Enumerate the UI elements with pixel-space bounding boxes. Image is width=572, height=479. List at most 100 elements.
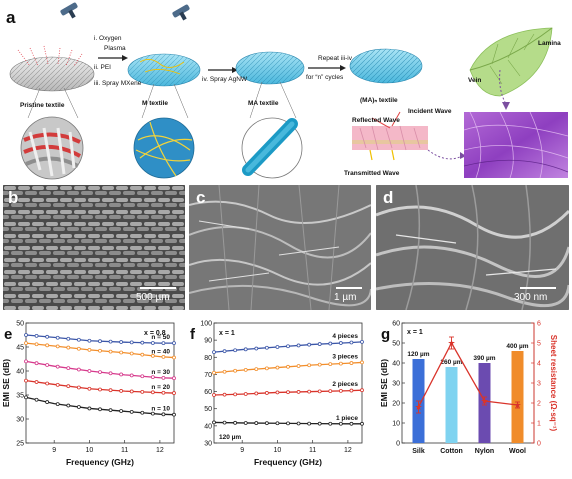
data-point <box>233 392 238 397</box>
data-point <box>222 392 227 397</box>
pristine-fabric <box>9 45 95 92</box>
x-tick-label: 11 <box>121 447 128 454</box>
cycles-label: for “n” cycles <box>306 74 344 81</box>
data-point <box>222 420 227 425</box>
data-point <box>76 346 81 351</box>
y-tick-label: 45 <box>16 345 24 352</box>
bar-cotton <box>445 367 458 443</box>
sheet-resistance-marker: ★ <box>513 400 521 410</box>
panel-letter-f: f <box>190 326 196 343</box>
data-point <box>172 355 176 360</box>
category-label: Silk <box>412 448 425 455</box>
spray-gun-icon <box>60 2 78 19</box>
repeat-label: Repeat iii-iv <box>318 55 352 62</box>
data-point <box>264 345 269 350</box>
data-point <box>119 389 124 393</box>
step2-label: ii. PEI <box>94 64 111 71</box>
data-point <box>108 371 113 376</box>
data-point <box>254 391 259 396</box>
series-label: n = 10 <box>151 406 170 413</box>
data-point <box>286 344 290 349</box>
chart-g: g 0 10 20 30 40 50 60 0 1 2 3 4 5 6 EMI SE (dB) Sheet re… <box>379 321 558 456</box>
data-point <box>66 384 71 389</box>
y-tick-label: 0 <box>396 441 400 448</box>
x-axis-label: Frequency (GHz) <box>254 457 322 467</box>
ma-fabric <box>235 51 305 85</box>
y2-axis-label: Sheet resistance (Ω·sq⁻¹) <box>549 335 558 432</box>
data-point <box>34 361 39 366</box>
data-point <box>24 359 28 364</box>
data-point <box>243 421 248 425</box>
sheet-resistance-marker: ★ <box>447 338 455 348</box>
data-point <box>222 349 227 354</box>
data-point <box>296 364 301 368</box>
data-point <box>254 367 259 372</box>
data-point <box>34 333 39 338</box>
x-tick-label: 9 <box>240 447 244 454</box>
annotation-label: x = 0.8 <box>144 330 166 337</box>
data-point <box>55 402 60 407</box>
data-point <box>328 389 333 394</box>
data-point <box>317 362 322 367</box>
bar-wool <box>511 351 524 443</box>
series-label: n = 30 <box>151 369 170 376</box>
data-point <box>87 338 92 343</box>
data-point <box>264 366 269 371</box>
data-point <box>212 393 216 397</box>
panel-letter-e: e <box>4 326 12 343</box>
sem-image-d <box>376 185 569 310</box>
data-point <box>233 420 238 425</box>
y2-tick-label: 5 <box>537 341 541 348</box>
data-point <box>129 340 134 345</box>
data-point <box>45 343 50 348</box>
data-point <box>76 367 81 372</box>
sheet-resistance-marker: ★ <box>480 396 488 406</box>
x-tick-label: 10 <box>274 447 282 454</box>
x-tick-label: 12 <box>344 447 352 454</box>
data-point <box>328 421 333 426</box>
sem-image-c <box>189 185 371 310</box>
y-tick-label: 90 <box>204 338 212 345</box>
data-point <box>360 388 364 393</box>
data-point <box>98 348 102 353</box>
x-tick-label: 10 <box>86 447 94 454</box>
stage-label-man: (MA)ₙ textile <box>360 97 398 104</box>
data-point <box>307 342 312 347</box>
y-axis-label: EMI SE (dB) <box>379 359 389 407</box>
data-point <box>108 408 113 413</box>
data-point <box>338 361 343 366</box>
shielding-illustration <box>352 111 466 161</box>
y-tick-label: 40 <box>204 423 212 430</box>
data-point <box>360 360 364 365</box>
vein-label: Vein <box>468 77 482 84</box>
data-point <box>243 367 248 372</box>
x-axis-label: Frequency (GHz) <box>66 457 134 467</box>
data-point <box>108 388 113 393</box>
scale-bar-b <box>140 287 176 289</box>
data-point <box>66 345 71 350</box>
bar-label: 120 µm <box>407 351 429 358</box>
data-point <box>34 342 39 347</box>
data-point <box>66 403 71 408</box>
incident-wave-label: Incident Wave <box>408 108 452 115</box>
reflected-wave-label: Reflected Wave <box>352 117 400 124</box>
man-fabric <box>349 48 423 84</box>
data-point <box>172 391 176 395</box>
data-point <box>233 348 238 353</box>
sheet-resistance-line <box>417 341 518 408</box>
y-tick-label: 50 <box>16 321 24 328</box>
bar-label: 260 µm <box>440 359 462 366</box>
data-point <box>317 342 322 346</box>
step1-label: i. Oxygen <box>94 35 122 42</box>
data-point <box>338 341 343 345</box>
data-point <box>338 421 343 426</box>
spray-gun-icon <box>172 4 190 21</box>
data-point <box>76 385 81 390</box>
purple-sem-image <box>463 111 569 179</box>
series-label: 3 pieces <box>332 353 358 360</box>
wrinkled-texture-d <box>376 185 569 310</box>
plot-frame <box>25 322 175 444</box>
data-point <box>24 333 28 337</box>
y-axis-label: EMI SE (dB) <box>1 359 11 407</box>
scale-label-b: 500 µm <box>136 292 170 303</box>
